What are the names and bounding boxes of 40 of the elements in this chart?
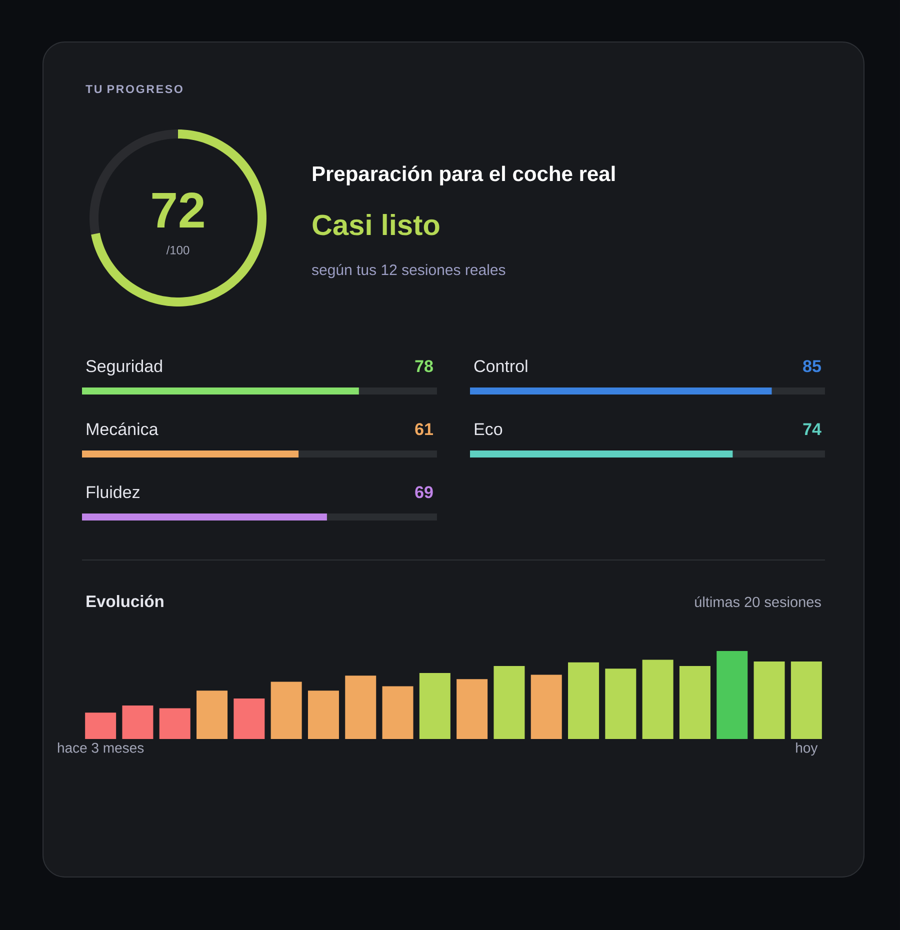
chart-title: TU PROGRESO: [86, 84, 182, 94]
bar: [530, 674, 562, 739]
bar: [790, 662, 822, 739]
bar: [308, 690, 339, 739]
data-label: 74: [803, 423, 822, 435]
y-tick-label: Control: [474, 360, 528, 372]
bar: [568, 662, 600, 739]
x-tick-label: hace 3 meses: [58, 742, 144, 753]
bar: [754, 662, 785, 739]
bar: [642, 660, 674, 739]
bar: [716, 650, 748, 739]
x-tick-label: hoy: [796, 742, 818, 756]
data-label: 69: [415, 486, 433, 498]
chart-title: Evolución: [86, 594, 164, 608]
data-label: 78: [415, 360, 433, 372]
data-label: 61: [415, 423, 433, 436]
y-tick-label: Eco: [474, 423, 502, 436]
bar: [382, 686, 414, 739]
chart-subtitle: últimas 20 sesiones: [695, 596, 821, 608]
y-tick-label: Fluidez: [86, 486, 140, 498]
data-label: 85: [803, 360, 821, 372]
bar: [679, 666, 710, 739]
text: /100: [166, 246, 190, 254]
bar: [345, 676, 376, 739]
bar: [419, 672, 450, 739]
text: 72: [152, 192, 204, 228]
bar: [196, 690, 228, 739]
text: Preparación para el coche real: [312, 166, 615, 186]
y-tick-label: Mecánica: [86, 422, 158, 436]
bar: [270, 682, 302, 739]
text: según tus 12 sesiones reales: [312, 264, 506, 278]
bar: [159, 708, 190, 739]
bar: [85, 712, 116, 739]
y-tick-label: Seguridad: [86, 360, 162, 376]
bar: [234, 698, 265, 739]
text: Casi listo: [312, 214, 440, 236]
bar: [605, 668, 636, 739]
bar: [122, 706, 154, 739]
bar: [456, 679, 488, 739]
bar: [494, 666, 525, 739]
